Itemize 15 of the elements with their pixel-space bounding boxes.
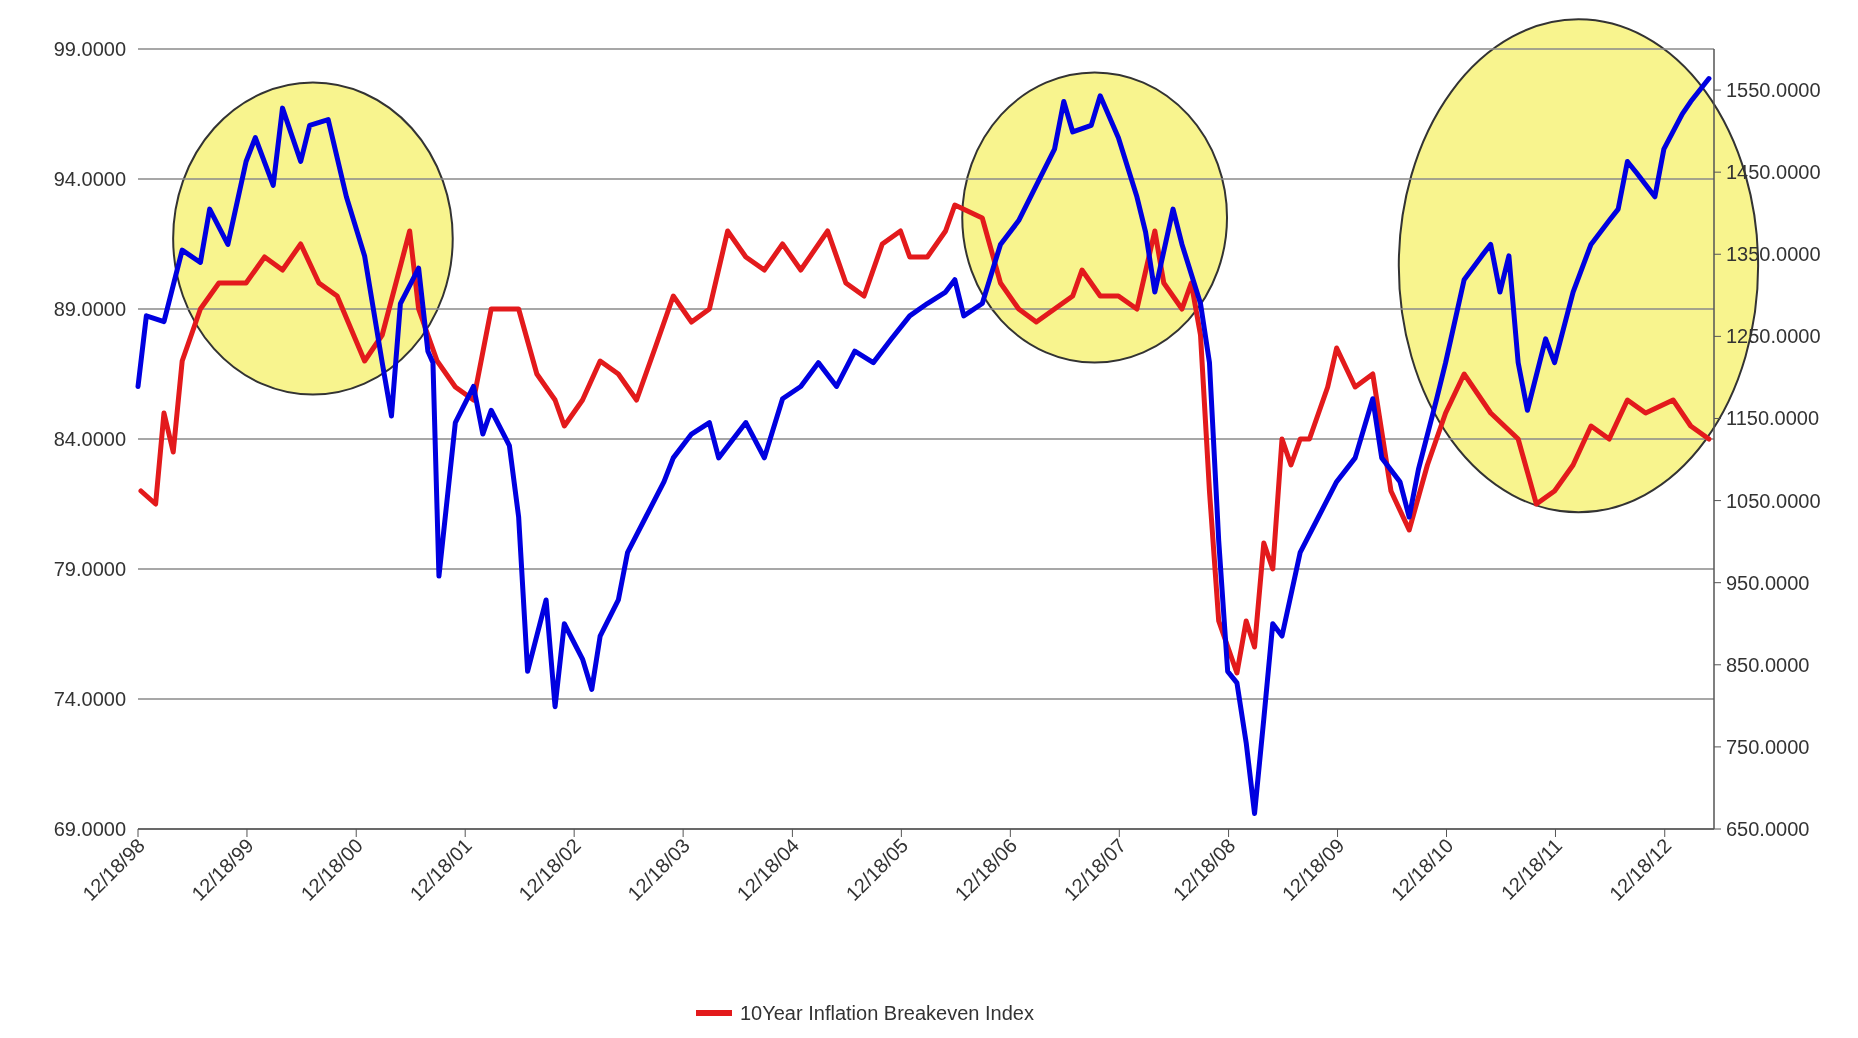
y2-tick-label: 1150.0000 (1726, 407, 1820, 430)
y-tick-label: 69.0000 (53, 818, 126, 840)
y-tick-label: 74.0000 (53, 688, 126, 710)
y-tick-label: 89.0000 (53, 298, 126, 320)
y2-tick-label: 950.0000 (1726, 571, 1810, 594)
y-tick-label: 99.0000 (53, 38, 126, 60)
legend-label: 10Year Inflation Breakeven Index (740, 1002, 1034, 1024)
y2-tick-label: 650.0000 (1726, 818, 1810, 840)
y2-tick-label: 1050.0000 (1726, 489, 1821, 512)
y-tick-label: 94.0000 (53, 168, 126, 190)
y-tick-label: 84.0000 (53, 428, 126, 450)
y2-tick-label: 750.0000 (1726, 735, 1810, 758)
y2-tick-label: 850.0000 (1726, 653, 1810, 676)
y2-tick-label: 1550.0000 (1726, 79, 1821, 102)
y-tick-label: 79.0000 (53, 558, 126, 580)
